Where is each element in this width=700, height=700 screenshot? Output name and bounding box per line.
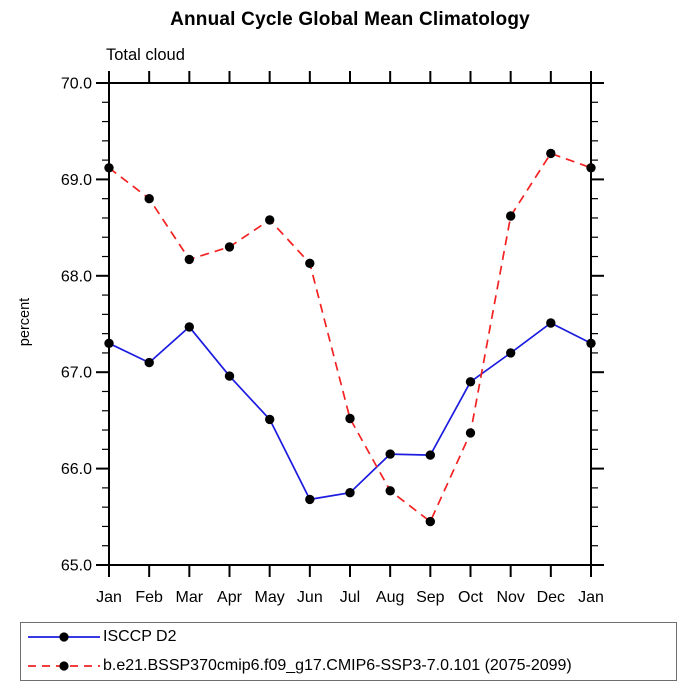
series-0-marker	[345, 488, 355, 498]
x-axis-tick-label: Feb	[135, 589, 163, 606]
legend-label-model: b.e21.BSSP370cmip6.f09_g17.CMIP6-SSP3-7.…	[103, 657, 572, 674]
series-0-marker	[224, 371, 235, 381]
y-axis-tick-label: 67.0	[61, 365, 92, 382]
series-0-marker	[305, 494, 315, 505]
x-axis-tick-label: Dec	[537, 589, 565, 606]
series-1-marker	[224, 242, 235, 252]
x-axis-tick-label: May	[255, 589, 285, 606]
series-1-marker	[144, 194, 154, 204]
series-1-marker	[184, 254, 194, 265]
legend: ISCCP D2 b.e21.BSSP370cmip6.f09_g17.CMIP…	[20, 622, 677, 681]
series-0-marker	[184, 322, 194, 332]
x-axis-tick-label: Jan	[578, 589, 604, 606]
series-1-marker	[385, 486, 395, 496]
series-0-marker	[586, 338, 596, 348]
y-axis-tick-label: 68.0	[61, 268, 92, 285]
series-0-marker	[425, 450, 435, 460]
legend-dashed-line-icon	[28, 661, 100, 671]
series-0-marker	[104, 338, 114, 348]
legend-item-model: b.e21.BSSP370cmip6.f09_g17.CMIP6-SSP3-7.…	[26, 653, 676, 680]
x-axis-tick-label: Mar	[176, 589, 204, 606]
series-0-marker	[265, 414, 275, 425]
x-axis-tick-label: Jan	[96, 589, 122, 606]
series-1-marker	[305, 258, 315, 268]
y-axis-tick-label: 65.0	[61, 558, 92, 575]
legend-item-observation: ISCCP D2	[26, 624, 676, 651]
series-1-marker	[104, 163, 114, 173]
x-axis-tick-label: Nov	[496, 589, 524, 606]
series-1-marker	[265, 215, 275, 225]
x-axis-tick-label: Aug	[376, 589, 404, 606]
x-axis-tick-label: Jul	[340, 589, 360, 606]
series-line-1	[108, 152, 592, 523]
chart-subtitle: Total cloud	[106, 46, 185, 64]
y-axis-tick-label: 66.0	[61, 461, 92, 478]
series-1-marker	[546, 148, 556, 159]
y-axis-tick-label: 70.0	[61, 76, 92, 93]
x-axis-tick-label: Jun	[297, 589, 323, 606]
series-0-marker	[465, 377, 476, 387]
x-axis-tick-label: Sep	[416, 589, 445, 606]
series-1-marker	[586, 163, 596, 173]
chart-title: Annual Cycle Global Mean Climatology	[170, 9, 530, 30]
series-0-marker	[506, 348, 516, 358]
series-0-marker	[546, 318, 556, 328]
series-1-marker	[425, 516, 435, 527]
series-0-marker	[144, 357, 154, 368]
x-axis-tick-label: Apr	[217, 589, 243, 606]
legend-solid-line-icon	[28, 632, 100, 642]
series-0-marker	[385, 449, 395, 459]
y-axis-tick-label: 69.0	[61, 172, 92, 189]
series-1-marker	[345, 413, 355, 424]
series-1-marker	[465, 428, 476, 438]
series-line-0	[108, 322, 592, 501]
x-axis-tick-label: Oct	[458, 589, 483, 606]
legend-label-observation: ISCCP D2	[103, 628, 177, 645]
series-1-marker	[506, 211, 516, 221]
